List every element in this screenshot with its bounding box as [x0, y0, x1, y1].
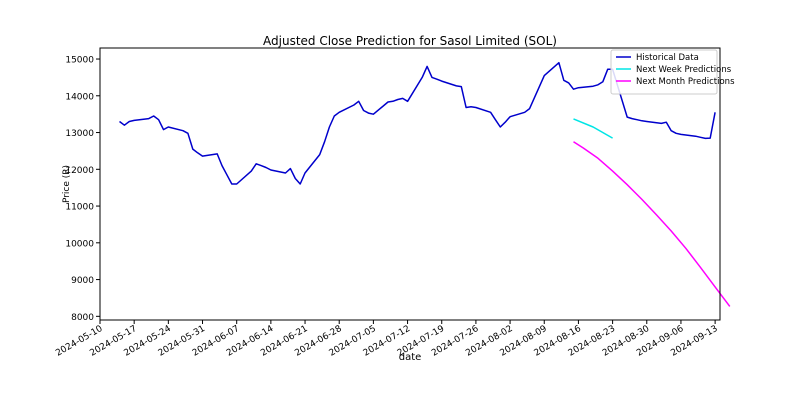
- series-line-2: [573, 118, 613, 139]
- plot-frame: [99, 47, 721, 321]
- y-tick-label: 13000: [65, 129, 94, 139]
- y-tick-label: 10000: [65, 239, 94, 249]
- y-tick-label: 14000: [65, 92, 94, 102]
- y-axis: 8000 9000 10000 11000 12000 13000 14000 15000: [65, 56, 100, 323]
- legend-label-2: Next Week Predictions: [636, 65, 732, 75]
- legend-box: [610, 49, 718, 95]
- y-tick-label: 9000: [71, 276, 94, 286]
- y-tick-label: 8000: [71, 313, 94, 323]
- plot-series: [119, 61, 731, 307]
- y-tick-label: 15000: [65, 56, 94, 66]
- series-line-3: [573, 141, 731, 307]
- legend-label-1: Historical Data: [636, 53, 699, 63]
- y-axis-label: Price (R): [62, 165, 72, 203]
- x-axis: 2024-05-102024-05-172024-05-242024-05-31…: [54, 320, 720, 359]
- x-axis-label: date: [399, 352, 422, 363]
- y-tick-label: 12000: [65, 166, 94, 176]
- y-tick-label: 11000: [65, 203, 94, 213]
- legend: Historical Data Next Week Predictions Next…: [610, 49, 735, 95]
- legend-label-3: Next Month Predictions: [636, 77, 735, 87]
- chart-title: Adjusted Close Prediction for Sasol Limi…: [263, 34, 557, 48]
